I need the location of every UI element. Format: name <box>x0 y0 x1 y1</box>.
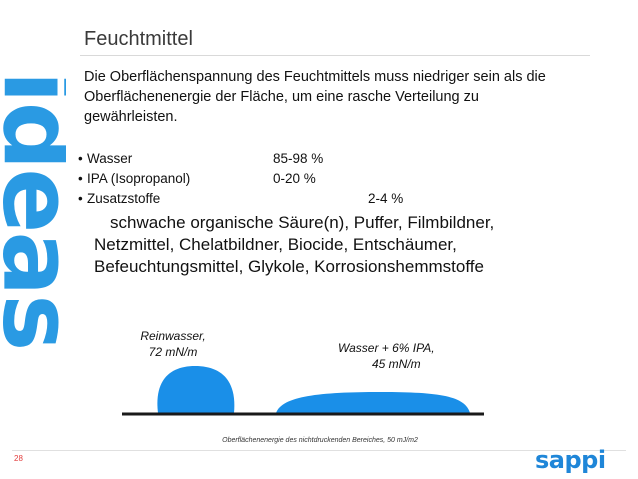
additives-description: schwache organische Säure(n), Puffer, Fi… <box>94 212 614 278</box>
bullet-marker: • <box>78 151 83 166</box>
additives-line: schwache organische Säure(n), Puffer, Fi… <box>110 213 495 232</box>
additives-line: Befeuchtungsmittel, Glykole, Korrosionsh… <box>94 257 484 276</box>
composition-list: • Wasser 85-98 % • IPA (Isopropanol) 0-2… <box>78 151 618 211</box>
list-item: • Wasser 85-98 % <box>78 151 618 171</box>
list-item: • Zusatzstoffe 2-4 % <box>78 191 618 211</box>
title-divider <box>80 55 590 56</box>
pure-water-label-line: Reinwasser, <box>140 329 206 343</box>
footer-divider <box>12 450 626 451</box>
intro-line: Die Oberflächenspannung des Feuchtmittel… <box>84 69 546 85</box>
page-number: 28 <box>14 454 23 463</box>
pure-water-label: Reinwasser, 72 mN/m <box>118 328 228 360</box>
surface-energy-footnote: Oberflächenenergie des nichtdruckenden B… <box>222 437 418 444</box>
intro-paragraph: Die Oberflächenspannung des Feuchtmittel… <box>84 67 604 127</box>
component-name: Zusatzstoffe <box>87 191 161 206</box>
bullet-marker: • <box>78 191 83 206</box>
intro-line: Oberflächenenergie der Fläche, um eine r… <box>84 89 479 105</box>
sappi-logo: sappi <box>535 446 606 474</box>
additives-line: Netzmittel, Chelatbildner, Biocide, Ents… <box>94 235 457 254</box>
component-name: Wasser <box>87 151 133 166</box>
intro-line: gewährleisten. <box>84 109 178 125</box>
ipa-water-droplet <box>276 392 470 413</box>
ipa-water-label: Wasser + 6% IPA, 45 mN/m <box>326 340 466 372</box>
component-value: 85-98 % <box>273 151 324 166</box>
ipa-water-label-line: 45 mN/m <box>372 357 421 371</box>
pure-water-droplet <box>157 366 235 413</box>
list-item: • IPA (Isopropanol) 0-20 % <box>78 171 618 191</box>
sidebar-logo-strip: ideas <box>0 0 66 479</box>
pure-water-label-line: 72 mN/m <box>148 345 198 359</box>
bullet-marker: • <box>78 171 83 186</box>
slide-title: Feuchtmittel <box>84 28 193 50</box>
component-value: 2-4 % <box>368 191 404 206</box>
component-value: 0-20 % <box>273 171 316 186</box>
ideas-logo: ideas <box>0 0 66 420</box>
component-name: IPA (Isopropanol) <box>87 171 191 186</box>
ipa-water-label-line: Wasser + 6% IPA, <box>338 341 435 355</box>
ideas-logo-text: ideas <box>0 70 66 350</box>
